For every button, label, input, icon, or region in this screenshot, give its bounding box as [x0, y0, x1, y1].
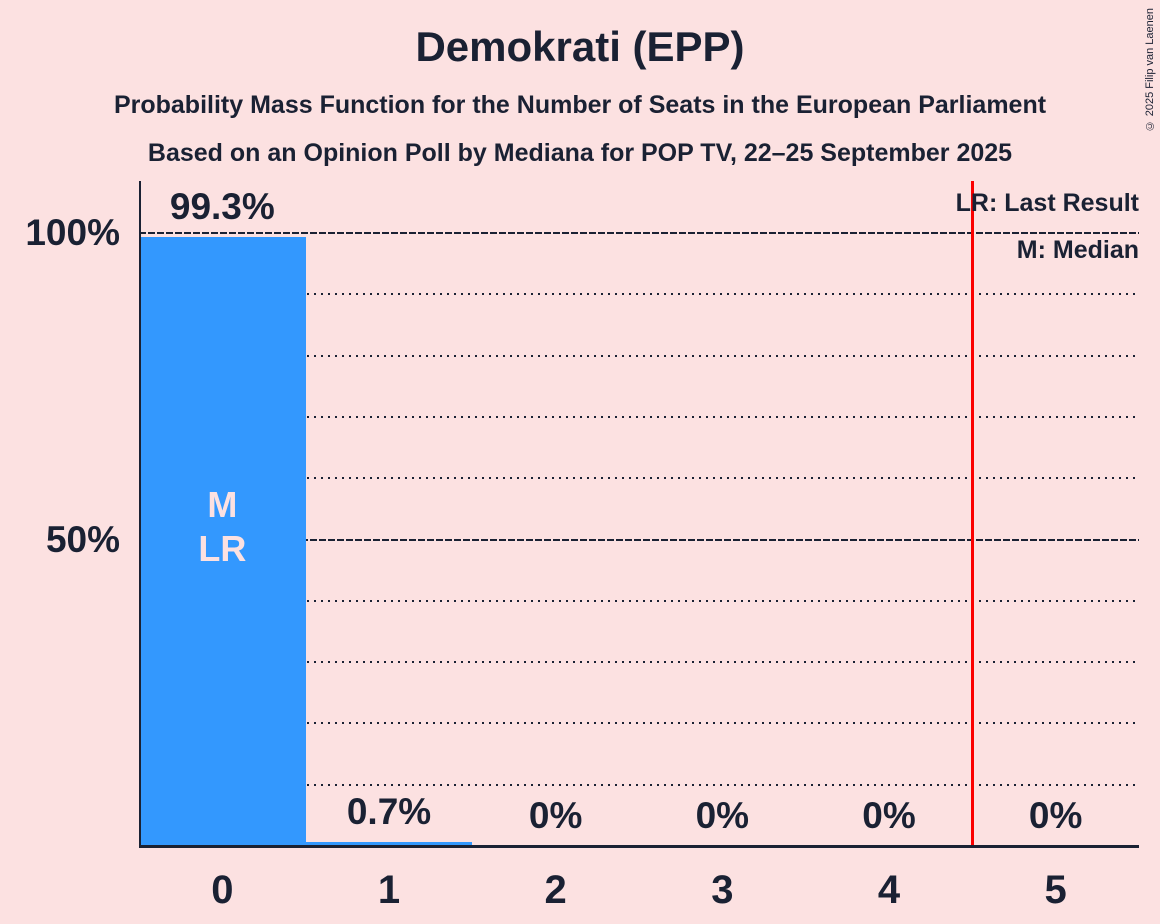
bar-value-label-4: 0% — [862, 795, 916, 836]
legend-median: M: Median — [1016, 236, 1139, 264]
x-tick-label-5: 5 — [1044, 868, 1067, 912]
gridline-40pct — [139, 599, 1139, 602]
gridline-30pct — [139, 661, 1139, 664]
x-tick-label-1: 1 — [377, 868, 401, 912]
bar-annotation-median-last-result: M LR — [198, 484, 247, 569]
x-tick-label-0: 0 — [211, 868, 234, 912]
chart-source-line: Based on an Opinion Poll by Mediana for … — [147, 139, 1013, 167]
gridline-100pct — [139, 232, 1139, 234]
bar-value-label-2: 0% — [528, 795, 583, 836]
gridline-20pct — [139, 722, 1139, 725]
chart-subtitle: Probability Mass Function for the Number… — [113, 91, 1047, 119]
gridline-10pct — [139, 783, 1139, 786]
x-axis-line — [139, 845, 1139, 848]
gridline-90pct — [139, 293, 1139, 296]
chart-title: Demokrati (EPP) — [415, 23, 745, 70]
bar-seat-0 — [141, 237, 306, 846]
gridline-50pct — [139, 538, 1139, 541]
x-tick-label-4: 4 — [877, 868, 901, 912]
y-tick-label-50: 50% — [45, 518, 120, 560]
gridline-70pct — [139, 415, 1139, 418]
copyright-text: © 2025 Filip van Laenen — [1144, 8, 1156, 132]
bar-value-label-0: 99.3% — [169, 186, 275, 228]
y-tick-label-100: 100% — [25, 212, 120, 253]
x-tick-label-3: 3 — [711, 868, 734, 912]
bar-seat-1 — [305, 841, 473, 846]
majority-threshold-line — [970, 181, 974, 845]
legend-last-result: LR: Last Result — [955, 189, 1139, 217]
y-axis-line — [139, 181, 141, 848]
bar-value-label-1: 0.7% — [346, 790, 432, 832]
gridline-60pct — [139, 477, 1139, 480]
x-tick-label-2: 2 — [544, 868, 567, 912]
bar-value-label-5: 0% — [1028, 795, 1083, 836]
bar-value-label-3: 0% — [695, 795, 750, 836]
gridline-80pct — [139, 354, 1139, 357]
